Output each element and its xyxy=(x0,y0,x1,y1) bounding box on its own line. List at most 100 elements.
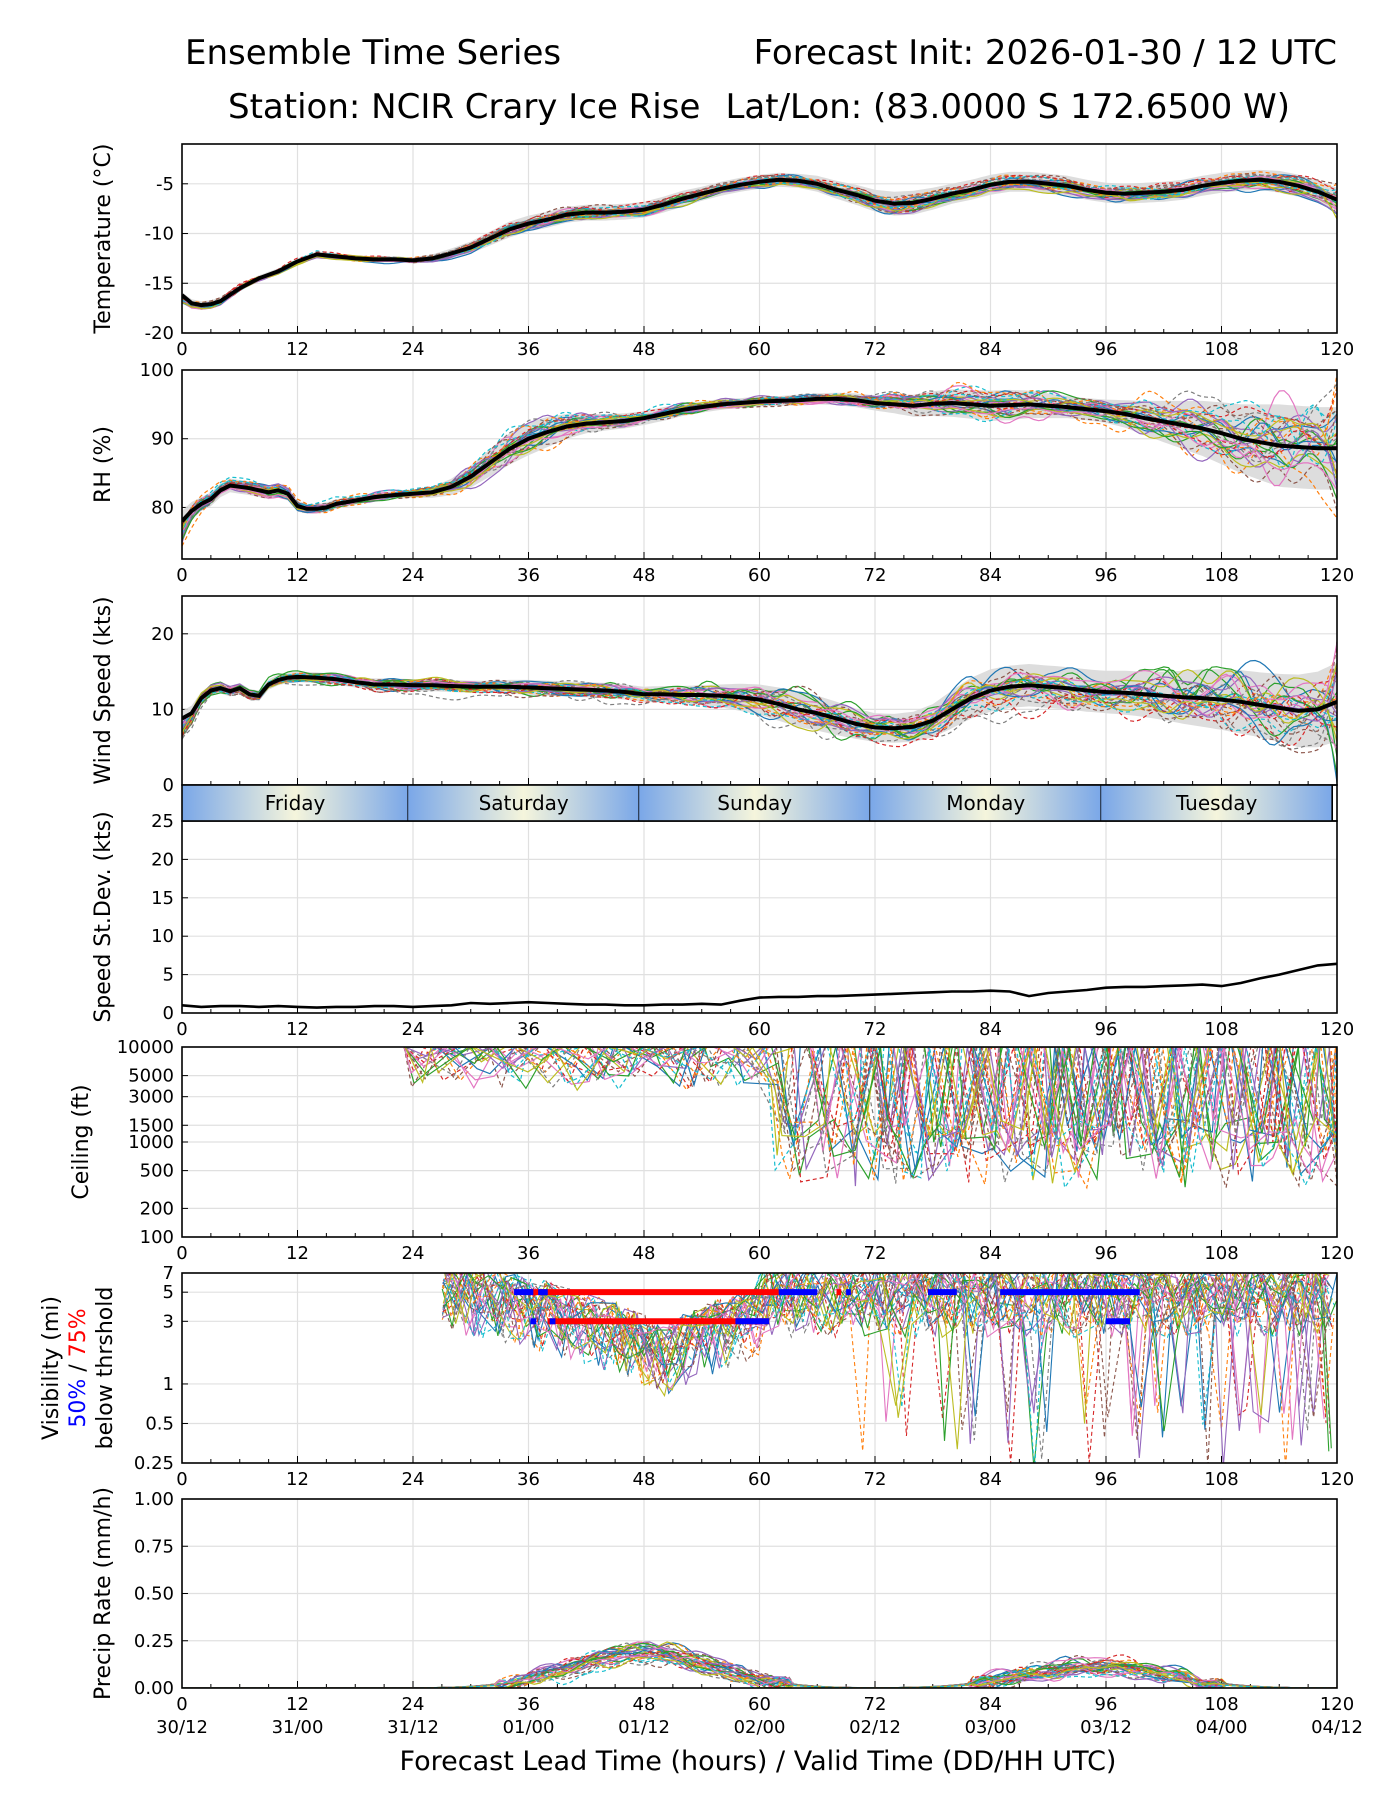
rh-mean-line xyxy=(182,396,1337,523)
y-tick-label: 100 xyxy=(140,360,174,381)
y-tick-label: 5 xyxy=(163,965,174,986)
x-tick-label: 108 xyxy=(1204,565,1238,586)
y-tick-label: -5 xyxy=(156,174,174,195)
day-band-segment xyxy=(870,785,1102,821)
y-tick-label: 3000 xyxy=(128,1087,174,1108)
y-axis-label: Ceiling (ft) xyxy=(69,1084,94,1199)
x-tick-label: 48 xyxy=(633,1243,656,1264)
y-tick-label: 1.00 xyxy=(134,1489,174,1510)
wind-mean-line xyxy=(182,674,1337,731)
panel-frame xyxy=(181,1498,1338,1689)
day-label: Monday xyxy=(946,791,1025,815)
day-band-frame xyxy=(181,784,1338,822)
ceiling-member-line xyxy=(404,1047,1337,1172)
panel-frame xyxy=(181,1272,1338,1464)
x-tick-label: 36 xyxy=(517,339,540,360)
visibility-member-line xyxy=(442,1273,1329,1463)
y-tick-label: 20 xyxy=(151,849,174,870)
y-tick-label: 0.25 xyxy=(134,1453,174,1474)
rh-panel: 80 90 100 0 12 24 36 48 60 72 84 96 108 120 RH (%) xyxy=(91,360,1354,586)
x-tick-label: 60 xyxy=(748,565,771,586)
y-axis-label: Temperature (°C) xyxy=(91,144,116,335)
visibility-ylabel: Visibility (mi) xyxy=(39,1296,64,1440)
panel-frame xyxy=(181,1046,1338,1238)
x-tick-label: 120 xyxy=(1320,1694,1354,1715)
day-band-segment xyxy=(1101,785,1333,821)
y-tick-label: 0.5 xyxy=(145,1413,174,1434)
x-tick-label: 12 xyxy=(286,339,309,360)
day-band-segment xyxy=(182,785,409,821)
y-tick-label: 15 xyxy=(151,888,174,909)
speed-stdev-panel: 0 5 10 15 20 25 0 12 24 36 48 60 72 84 96 108 120 Speed S… xyxy=(91,784,1354,1040)
y-tick-label: 0 xyxy=(163,1003,174,1024)
wind-member-line xyxy=(182,662,1337,740)
ceiling-member-line xyxy=(404,1047,1337,1181)
y-tick-label: 25 xyxy=(151,811,174,832)
x-tick-label: 96 xyxy=(1095,1694,1118,1715)
temperature-plot-area xyxy=(182,169,1337,310)
ceiling-member-line xyxy=(404,1047,1337,1184)
station-title: Station: NCIR Crary Ice Rise xyxy=(228,87,700,127)
y-tick-label: 1500 xyxy=(128,1115,174,1136)
ceiling-member-line xyxy=(404,1047,1337,1178)
pct75-label: 75% xyxy=(66,1308,91,1357)
visibility-member-line xyxy=(446,1273,1332,1446)
x-tick-label: 24 xyxy=(402,339,425,360)
x-tick-label: 108 xyxy=(1204,339,1238,360)
precip-plot-area xyxy=(182,1641,1337,1688)
day-label: Friday xyxy=(265,791,326,815)
precip-member-line xyxy=(182,1644,1337,1688)
wind-plot-area xyxy=(182,641,1337,783)
y-tick-label: 0.25 xyxy=(134,1631,174,1652)
day-band-segment xyxy=(639,785,871,821)
x-tick-label: 60 xyxy=(748,1019,771,1040)
x-tick-label: 84 xyxy=(979,565,1002,586)
y-axis-label: Wind Speed (kts) xyxy=(91,596,116,784)
rh-member-line xyxy=(182,400,1337,540)
y-tick-label: 20 xyxy=(151,624,174,645)
x-tick-label: 12 xyxy=(286,1019,309,1040)
wind-member-line xyxy=(182,668,1337,747)
y-tick-label: 1000 xyxy=(128,1132,174,1153)
x-time-label: 30/12 xyxy=(156,1717,208,1738)
day-label: Tuesday xyxy=(1175,791,1258,815)
ceiling-member-line xyxy=(404,1047,1337,1180)
ceiling-member-line xyxy=(404,1047,1337,1190)
rh-member-line xyxy=(182,381,1337,536)
precip-member-line xyxy=(182,1643,1337,1688)
x-tick-label: 48 xyxy=(633,339,656,360)
visibility-member-line xyxy=(441,1273,1327,1463)
x-tick-label: 0 xyxy=(176,1469,187,1490)
x-tick-label: 120 xyxy=(1320,565,1354,586)
y-tick-label: 10000 xyxy=(117,1037,174,1058)
x-tick-label: 108 xyxy=(1204,1694,1238,1715)
x-tick-label: 0 xyxy=(176,565,187,586)
y-tick-label: -15 xyxy=(145,273,174,294)
wind-member-line xyxy=(182,641,1337,735)
x-tick-label: 72 xyxy=(864,339,887,360)
x-tick-label: 84 xyxy=(979,1019,1002,1040)
precip-member-line xyxy=(182,1653,1337,1688)
x-tick-label: 84 xyxy=(979,1243,1002,1264)
precip-member-line xyxy=(182,1647,1337,1688)
x-tick-label: 0 xyxy=(176,1694,187,1715)
ceiling-member-line xyxy=(403,1047,1337,1182)
x-time-label: 03/00 xyxy=(965,1717,1017,1738)
x-tick-label: 48 xyxy=(633,1019,656,1040)
x-tick-label: 120 xyxy=(1320,1243,1354,1264)
panel-frame xyxy=(181,143,1338,334)
x-tick-label: 0 xyxy=(176,339,187,360)
visibility-member-line xyxy=(442,1273,1329,1385)
precip-member-line xyxy=(182,1650,1337,1688)
y-tick-label: 3 xyxy=(163,1311,174,1332)
y-tick-label: 7 xyxy=(163,1263,174,1284)
x-axis-label: Forecast Lead Time (hours) / Valid Time … xyxy=(400,1746,1117,1777)
x-tick-label: 36 xyxy=(517,565,540,586)
wind-panel: 0 10 20 Wind Speed (kts) xyxy=(91,595,1338,796)
y-tick-label: 5000 xyxy=(128,1066,174,1087)
x-tick-label: 36 xyxy=(517,1019,540,1040)
x-tick-label: 120 xyxy=(1320,339,1354,360)
x-tick-label: 12 xyxy=(286,1694,309,1715)
panels: -20-15-10-50 12 24 36 48 60 72 84 96 108 120Temper… xyxy=(39,143,1363,1738)
